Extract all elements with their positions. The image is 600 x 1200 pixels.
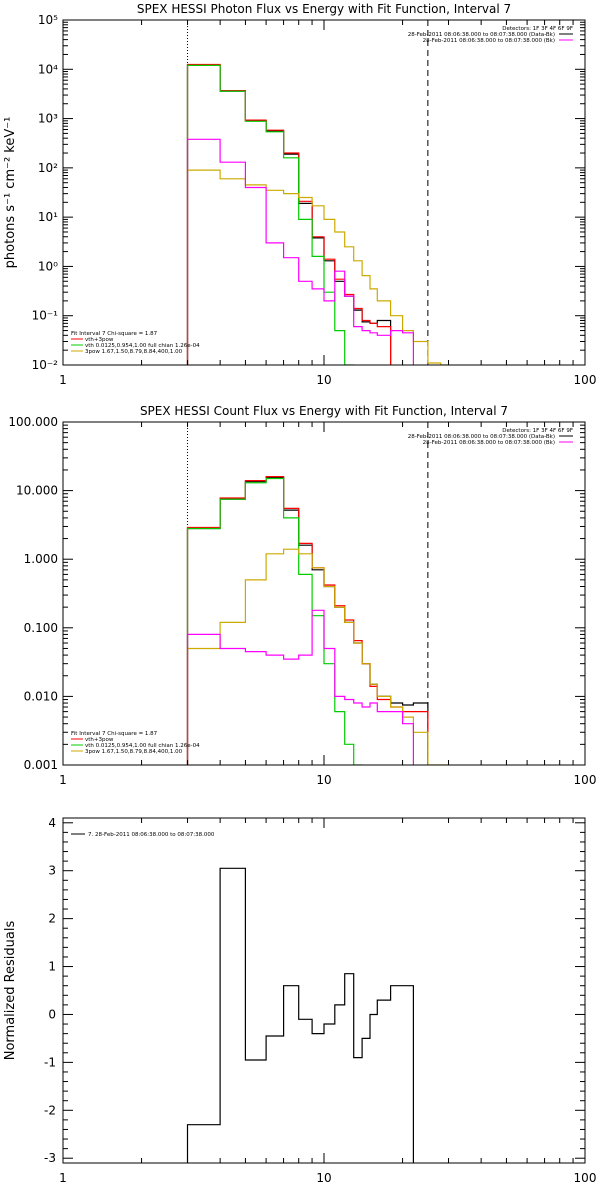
series-3pow <box>186 548 449 765</box>
annotation-fit-line: Fit Interval 7 Chi-square = 1.87 <box>71 331 158 337</box>
y-tick-label: 10⁵ <box>38 13 58 27</box>
y-tick-label: 3 <box>48 864 56 878</box>
y-tick-label: 10³ <box>38 112 58 126</box>
series-vth-3pow <box>186 476 429 765</box>
annotation-detectors-line: 28-Feb-2011 08:06:38.000 to 08:07:38.000… <box>408 32 555 38</box>
y-axis-label: Normalized Residuals <box>3 921 18 1061</box>
series-data-bk <box>186 476 429 765</box>
x-tick-label: 10 <box>316 1171 331 1185</box>
legend-label: 7. 28-Feb-2011 08:06:38.000 to 08:07:38.… <box>88 832 215 838</box>
y-tick-label: -3 <box>44 1151 56 1165</box>
y-tick-label: 10⁰ <box>38 259 58 273</box>
y-tick-label: 0.010 <box>24 689 58 703</box>
y-tick-label: 10⁻¹ <box>32 309 59 323</box>
annotation-fit-line: Fit Interval 7 Chi-square = 1.87 <box>71 731 158 737</box>
y-tick-label: 1.000 <box>24 552 58 566</box>
annotation-fit-line: vth+3pow <box>85 737 114 743</box>
x-tick-label: 1 <box>59 373 67 387</box>
x-tick-label: 100 <box>574 773 597 787</box>
plot-area <box>186 867 414 1163</box>
series-3pow <box>186 169 449 365</box>
chart-title: SPEX HESSI Photon Flux vs Energy with Fi… <box>137 2 511 16</box>
y-tick-label: 4 <box>48 816 56 830</box>
x-axis: 1 10 100 <box>59 20 596 387</box>
count-flux-panel: SPEX HESSI Count Flux vs Energy with Fit… <box>8 404 596 787</box>
series-vth-3pow <box>186 63 392 365</box>
annotation-fit-line: vth 0.0125,0.954,1.00 full chian 1.26e-0… <box>85 743 200 749</box>
y-tick-label: -1 <box>44 1055 56 1069</box>
plot-frame <box>62 19 586 366</box>
y-tick-label: 10⁴ <box>38 62 58 76</box>
y-tick-label: 10.000 <box>16 484 58 498</box>
series-bk <box>186 609 414 765</box>
y-tick-label: 10¹ <box>38 210 58 224</box>
series-bk <box>186 138 414 365</box>
x-axis: 1 10 100 <box>59 422 596 787</box>
series-vth <box>186 477 363 765</box>
plot-area <box>186 422 449 765</box>
x-tick-label: 10 <box>316 373 331 387</box>
annotation-fit-line: 3pow 1.67,1.50,8.79,8.84,400,1.00 <box>85 749 183 755</box>
annotation-detectors-line: 28-Feb-2011 08:06:38.000 to 08:07:38.000… <box>423 440 555 446</box>
annotation-detectors-line: Detectors: 1F 3F 4F 6F 9F <box>502 428 573 434</box>
x-tick-label: 100 <box>574 373 597 387</box>
x-tick-label: 100 <box>574 1171 597 1185</box>
y-tick-label: 100.000 <box>8 415 58 429</box>
plot-frame <box>62 421 586 766</box>
annotation-fit-line: vth+3pow <box>85 337 114 343</box>
series-7-28-feb-2011-08-06-38-000-to-08-07-38-000 <box>186 867 414 1163</box>
y-tick-label: 0.100 <box>24 621 58 635</box>
residuals-panel: 1 10 100 -3 -2 -1 0 1 2 3 4 Normalized Residuals 7. … <box>3 816 596 1185</box>
photon-flux-panel: SPEX HESSI Photon Flux vs Energy with Fi… <box>3 2 596 387</box>
y-tick-label: 0.001 <box>24 758 58 772</box>
x-tick-label: 1 <box>59 1171 67 1185</box>
x-axis: 1 10 100 <box>59 818 596 1185</box>
series-vth <box>186 64 354 365</box>
x-tick-label: 1 <box>59 773 67 787</box>
series-data-bk <box>186 64 392 365</box>
plot-frame <box>62 817 586 1164</box>
y-tick-label: 1 <box>48 960 56 974</box>
y-tick-label: 2 <box>48 912 56 926</box>
y-tick-label: 10² <box>38 161 58 175</box>
chart-title: SPEX HESSI Count Flux vs Energy with Fit… <box>140 404 508 418</box>
y-tick-label: 10⁻² <box>32 358 59 372</box>
y-axis: -3 -2 -1 0 1 2 3 4 <box>44 816 585 1165</box>
annotation-detectors-line: Detectors: 1F 3F 4F 6F 9F <box>502 26 573 32</box>
annotation-fit-line: vth 0.0125,0.954,1.00 full chian 1.26e-0… <box>85 343 200 349</box>
y-axis: 0.001 0.010 0.100 1.000 10.000 100.000 <box>8 415 585 772</box>
y-axis-label: photons s⁻¹ cm⁻² keV⁻¹ <box>3 117 18 269</box>
annotation-detectors-line: 28-Feb-2011 08:06:38.000 to 08:07:38.000… <box>423 38 555 44</box>
y-axis: 10⁻² 10⁻¹ 10⁰ 10¹ 10² 10³ 10⁴ 10⁵ <box>32 13 585 372</box>
annotation-fit-line: 3pow 1.67,1.50,8.79,8.84,400,1.00 <box>85 349 183 355</box>
y-tick-label: 0 <box>48 1007 56 1021</box>
x-tick-label: 10 <box>316 773 331 787</box>
annotation-detectors-line: 28-Feb-2011 08:06:38.000 to 08:07:38.000… <box>408 434 555 440</box>
y-tick-label: -2 <box>44 1103 56 1117</box>
plot-area <box>186 20 449 365</box>
